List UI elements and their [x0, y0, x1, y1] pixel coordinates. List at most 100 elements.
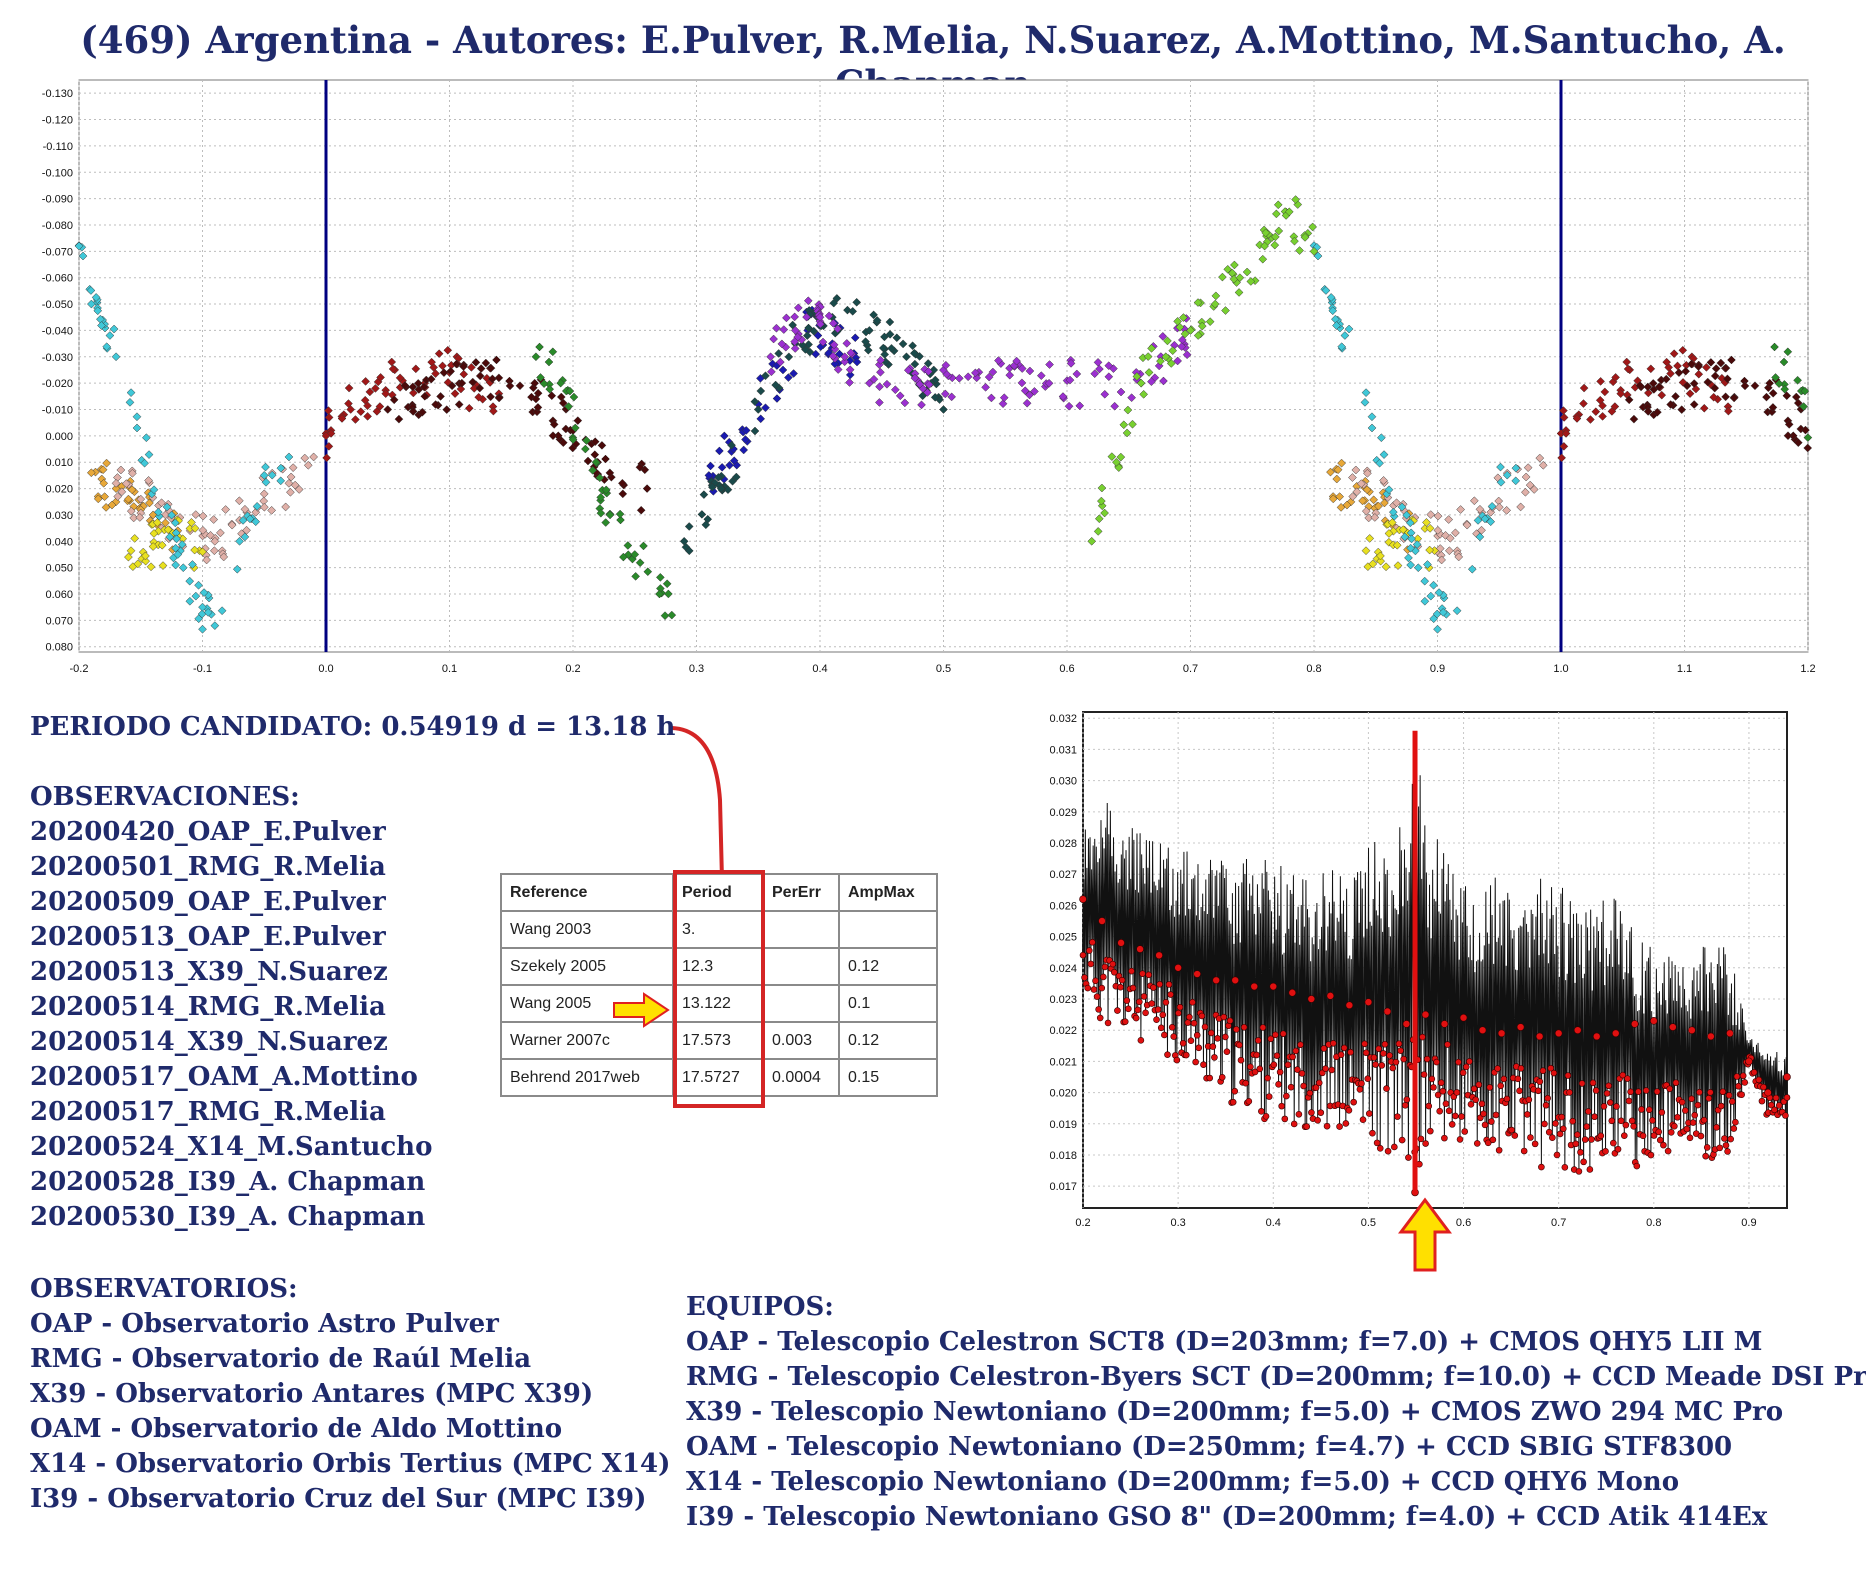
data-point — [544, 357, 554, 367]
data-point — [833, 365, 843, 374]
y-tick-label: 0.030 — [1049, 776, 1077, 788]
periodogram-point — [1558, 1113, 1566, 1121]
data-point — [1521, 487, 1530, 497]
data-point — [427, 357, 436, 367]
data-point — [1205, 317, 1215, 327]
data-point — [1682, 381, 1692, 391]
data-point — [1147, 343, 1156, 353]
periodogram-point — [1218, 1073, 1226, 1081]
periodogram-point — [1423, 1055, 1431, 1063]
table-row: Wang 2003 3. — [500, 910, 938, 949]
periodogram-point — [1614, 1145, 1622, 1153]
data-point — [1779, 357, 1789, 367]
data-point — [1405, 518, 1415, 528]
data-point — [1221, 306, 1230, 315]
periodogram-point — [1497, 1082, 1505, 1090]
periodogram-point — [1206, 1074, 1214, 1082]
data-point — [286, 472, 296, 482]
periodogram-point — [1251, 1068, 1259, 1076]
data-point — [903, 365, 913, 375]
periodogram-point — [1198, 1012, 1206, 1020]
data-point — [128, 468, 137, 478]
periodogram-point — [1653, 1088, 1661, 1095]
data-point — [719, 431, 729, 441]
periodogram-point — [1233, 1026, 1240, 1033]
periodogram-point — [1494, 1065, 1501, 1072]
data-point — [454, 400, 464, 409]
data-point — [769, 334, 778, 344]
data-point — [615, 509, 625, 519]
data-point — [1392, 540, 1402, 550]
data-point — [1177, 342, 1187, 351]
equipo-item: X39 - Telescopio Newtoniano (D=200mm; f=… — [686, 1397, 1784, 1427]
periodogram-point — [1156, 980, 1163, 988]
data-point — [1144, 368, 1154, 377]
periodogram-point — [1253, 1051, 1260, 1059]
periodogram-point — [1440, 1020, 1449, 1028]
data-point — [109, 324, 119, 334]
data-point — [1367, 412, 1377, 422]
data-point — [660, 611, 670, 621]
data-point — [784, 373, 793, 382]
data-point — [1412, 540, 1422, 549]
data-point — [1407, 534, 1416, 544]
data-point — [198, 624, 207, 634]
periodogram-point — [1132, 1014, 1140, 1022]
periodogram-point — [1298, 1070, 1306, 1077]
table-cell: Szekely 2005 — [500, 947, 674, 986]
periodogram-point — [1192, 1058, 1199, 1066]
data-point — [194, 580, 203, 590]
data-point — [148, 542, 158, 551]
data-point — [923, 359, 933, 368]
data-point — [1379, 450, 1389, 459]
data-point — [1094, 514, 1104, 524]
periodogram-point — [1090, 986, 1098, 993]
data-point — [565, 386, 575, 396]
x-tick-label: 0.9 — [1430, 663, 1445, 675]
data-point — [771, 380, 781, 390]
periodogram-point — [1768, 1101, 1775, 1109]
data-point — [413, 379, 423, 388]
periodogram-point — [1508, 1126, 1515, 1134]
data-point — [717, 462, 727, 472]
data-point — [636, 505, 646, 515]
data-point — [1511, 476, 1521, 486]
data-point — [655, 573, 665, 582]
x-tick-label: -0.1 — [193, 663, 212, 675]
periodogram-point — [1524, 1111, 1531, 1118]
data-point — [117, 487, 127, 497]
periodogram-point — [1383, 1085, 1390, 1092]
periodogram-point — [1775, 1102, 1783, 1109]
y-tick-label: 0.019 — [1049, 1119, 1077, 1131]
data-point — [475, 371, 485, 381]
periodogram-point — [1372, 1061, 1379, 1068]
periodogram-point — [1258, 1108, 1265, 1115]
data-point — [1456, 505, 1465, 514]
data-point — [869, 310, 878, 320]
observatorio-item: OAM - Observatorio de Aldo Mottino — [30, 1414, 563, 1444]
periodogram-point — [1370, 1054, 1378, 1061]
data-point — [1521, 472, 1531, 482]
periodogram-point — [1139, 970, 1146, 977]
data-point — [1179, 313, 1188, 322]
data-point — [126, 546, 136, 556]
data-point — [798, 340, 807, 350]
data-point — [774, 349, 784, 358]
data-point — [294, 485, 304, 494]
y-tick-label: 0.020 — [1049, 1088, 1077, 1100]
data-point — [251, 517, 261, 527]
data-point — [124, 552, 133, 562]
data-point — [132, 412, 142, 422]
x-tick-label: 0.8 — [1306, 663, 1321, 675]
periodogram-point — [1666, 1085, 1673, 1093]
periodogram-point — [1417, 1135, 1425, 1143]
data-point — [1666, 400, 1675, 409]
periodogram-point — [1383, 1007, 1392, 1016]
periodogram-point — [1525, 1096, 1533, 1103]
periodogram-point — [1583, 1123, 1591, 1130]
periodogram-point — [1182, 1051, 1190, 1059]
data-point — [804, 323, 813, 333]
periodogram-point — [1295, 1110, 1303, 1118]
data-point — [240, 532, 250, 542]
data-point — [850, 333, 860, 343]
